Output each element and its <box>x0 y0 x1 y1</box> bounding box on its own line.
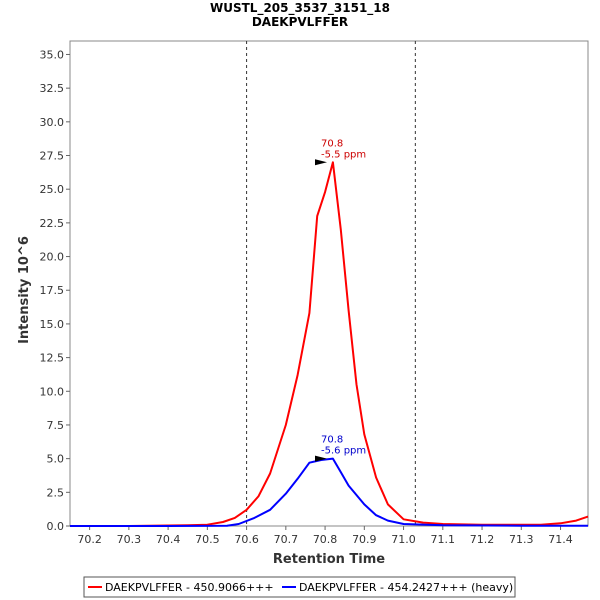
y-tick-label: 15.0 <box>40 318 65 331</box>
x-tick-label: 70.4 <box>156 533 181 546</box>
y-tick-label: 30.0 <box>40 116 65 129</box>
chart-subtitle: DAEKPVLFFER <box>252 15 348 29</box>
series-line-1 <box>70 457 588 527</box>
peak-ppm-label: -5.6 ppm <box>321 446 366 457</box>
y-tick-label: 22.5 <box>40 217 65 230</box>
chart-title: WUSTL_205_3537_3151_18 <box>210 1 390 16</box>
x-tick-label: 70.5 <box>195 533 220 546</box>
y-axis-label: Intensity 10^6 <box>17 236 32 344</box>
y-tick-label: 32.5 <box>40 82 65 95</box>
x-axis: 70.2 70.3 70.4 70.5 70.6 70.7 70.8 70.9 71.0 71.1… <box>77 526 573 546</box>
peak-marker <box>315 159 327 166</box>
x-tick-label: 70.6 <box>234 533 259 546</box>
peak-boundaries <box>246 41 416 526</box>
y-tick-label: 25.0 <box>40 183 65 196</box>
y-tick-label: 27.5 <box>40 150 65 163</box>
peak-rt-label: 70.8 <box>321 138 343 149</box>
y-tick-label: 35.0 <box>40 48 65 61</box>
y-axis: 0.0 2.5 5.0 7.5 10.0 12.5 15.0 17.5 20.0 22.5 25.0… <box>40 48 70 533</box>
y-tick-label: 12.5 <box>40 352 65 365</box>
peak-rt-label: 70.8 <box>321 435 343 446</box>
y-tick-label: 2.5 <box>47 486 65 499</box>
y-tick-label: 7.5 <box>47 419 65 432</box>
y-tick-label: 10.0 <box>40 385 65 398</box>
x-tick-label: 71.2 <box>470 533 495 546</box>
x-tick-label: 70.8 <box>313 533 338 546</box>
x-tick-label: 70.3 <box>117 533 142 546</box>
x-axis-label: Retention Time <box>273 552 385 567</box>
x-tick-label: 70.9 <box>352 533 377 546</box>
x-tick-label: 71.3 <box>509 533 534 546</box>
peak-marker <box>315 455 327 462</box>
x-tick-label: 70.2 <box>77 533 102 546</box>
y-tick-label: 17.5 <box>40 284 65 297</box>
x-tick-label: 70.7 <box>274 533 299 546</box>
y-tick-label: 5.0 <box>47 453 65 466</box>
x-tick-label: 71.4 <box>548 533 573 546</box>
x-tick-label: 71.1 <box>431 533 456 546</box>
plot-area <box>69 40 589 527</box>
legend-box <box>83 576 516 598</box>
y-tick-label: 0.0 <box>47 520 65 533</box>
peak-ppm-label: -5.5 ppm <box>321 149 366 160</box>
y-tick-label: 20.0 <box>40 251 65 264</box>
x-tick-label: 71.0 <box>391 533 416 546</box>
legend-label-light: DAEKPVLFFER - 450.9066+++ <box>105 581 274 594</box>
legend-label-heavy: DAEKPVLFFER - 454.2427+++ (heavy) <box>299 581 513 594</box>
series-layer <box>70 161 589 527</box>
legend: DAEKPVLFFER - 450.9066+++ DAEKPVLFFER - … <box>83 576 516 598</box>
